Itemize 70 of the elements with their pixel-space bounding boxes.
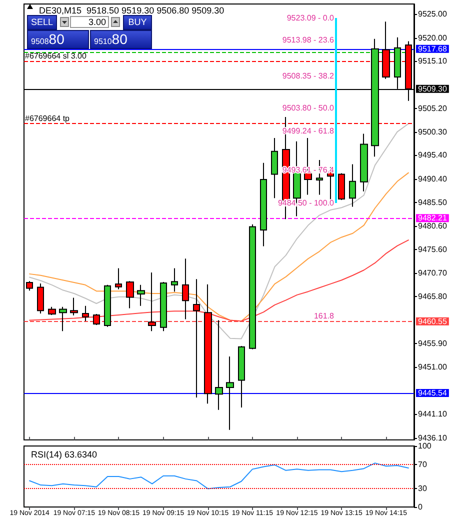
candlestick <box>238 345 245 408</box>
candlestick <box>59 306 67 332</box>
candlestick <box>70 297 78 316</box>
candlestick <box>37 282 44 314</box>
candlestick <box>349 164 356 208</box>
candlestick <box>260 162 267 247</box>
y-tick-label: 9470.70 <box>418 268 448 278</box>
annotation: 161.8 <box>314 312 335 320</box>
annotation: SELL <box>27 15 57 30</box>
candlestick <box>271 138 278 199</box>
candlestick <box>137 284 145 306</box>
candlestick <box>226 356 234 430</box>
candlestick <box>148 272 156 332</box>
candlestick <box>182 258 189 320</box>
annotation: 9523.09 - 0.0 <box>286 14 335 22</box>
candlestick <box>48 306 56 316</box>
y-tick-label: 9475.60 <box>418 245 448 254</box>
line-series <box>29 123 409 340</box>
candlestick <box>93 314 100 326</box>
y-tick-label: 100 <box>418 442 432 450</box>
annotation: BUY <box>123 15 152 30</box>
annotation: 9503.80 - 50.0 <box>282 104 335 112</box>
y-tick-label: 9525.00 <box>418 10 448 19</box>
annotation: 80 <box>112 31 128 47</box>
y-tick-label: 9480.60 <box>418 221 448 230</box>
ref-line-label: 9460.55 <box>418 316 448 326</box>
y-tick-label: 9520.00 <box>418 33 448 42</box>
y-tick-label: 9436.10 <box>418 434 448 442</box>
y-tick-label: 30 <box>418 484 428 494</box>
candlestick <box>160 282 167 332</box>
y-tick-label: 9451.00 <box>418 362 448 372</box>
y-tick-label: 9455.90 <box>418 339 448 348</box>
y-tick-label: 9490.40 <box>418 174 448 184</box>
line-series <box>29 172 409 322</box>
candlestick <box>171 268 178 292</box>
chart-title: RSI(14) 63.6340 <box>31 450 98 460</box>
annotation: 9508 <box>31 37 49 46</box>
annotation: 80 <box>48 31 64 47</box>
candlestick <box>204 284 212 404</box>
ref-line-label: #6769664 tp <box>25 114 70 124</box>
y-tick-label: 9495.40 <box>418 150 448 160</box>
annotation: 9513.98 - 23.6 <box>282 36 335 44</box>
ref-line-label: 9445.54 <box>418 388 448 398</box>
ref-line-label: 9517.68 <box>418 44 448 54</box>
candlestick <box>215 320 223 410</box>
candlestick <box>193 278 200 398</box>
y-tick-label: 9500.30 <box>418 127 448 136</box>
ref-line-label: 9509.30 <box>418 84 448 94</box>
candlestick <box>82 305 89 322</box>
y-tick-label: 9465.80 <box>418 292 448 301</box>
candlestick <box>249 224 256 350</box>
candlestick <box>360 133 368 192</box>
y-tick-label: 70 <box>418 460 428 469</box>
annotation: 9508.35 - 38.2 <box>282 72 335 80</box>
annotation: 9510 <box>94 37 112 46</box>
annotation: 3.00 <box>70 16 109 28</box>
y-tick-label: 9441.10 <box>418 410 448 419</box>
candlestick <box>26 280 33 292</box>
chart-title: DE30,M15 9518.50 9519.30 9506.80 9509.30 <box>39 6 224 16</box>
ref-line-label: #6769664 sl 3.00 <box>25 52 87 61</box>
candlestick <box>126 280 134 309</box>
y-tick-label: 9515.10 <box>418 56 448 66</box>
candlestick <box>104 284 111 328</box>
y-tick-label: 9505.20 <box>418 104 448 113</box>
candlestick <box>338 172 345 201</box>
line-series <box>29 462 409 490</box>
y-tick-label: 0 <box>418 502 423 512</box>
ref-line-label: 9482.21 <box>418 214 448 223</box>
y-tick-label: 9485.50 <box>418 198 448 207</box>
candlestick <box>115 268 122 290</box>
